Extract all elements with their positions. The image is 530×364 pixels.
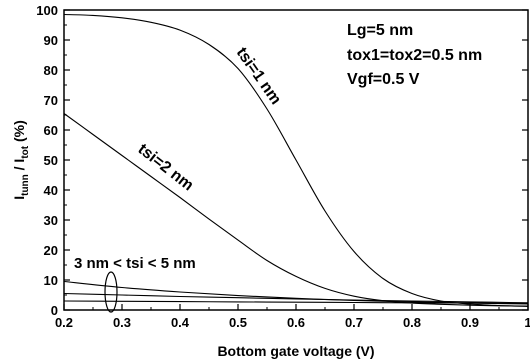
series-line-5 bbox=[63, 300, 529, 304]
ticks bbox=[63, 9, 529, 311]
x-tick-label: 0.4 bbox=[171, 315, 190, 330]
x-tick-label: 0.9 bbox=[461, 315, 479, 330]
x-axis-title: Bottom gate voltage (V) bbox=[217, 343, 374, 359]
x-tick-label: 0.2 bbox=[55, 315, 73, 330]
x-tick-label: 0.5 bbox=[229, 315, 247, 330]
tick-labels: 0.2 0.3 0.4 0.5 0.6 0.7 0.8 0.9 1010203040506070… bbox=[36, 3, 530, 330]
series-line-4 bbox=[63, 292, 529, 304]
range-label: 3 nm < tsi < 5 nm bbox=[74, 255, 196, 272]
y-tick-label: 50 bbox=[44, 153, 58, 168]
y-tick-label: 20 bbox=[44, 243, 58, 258]
y-axis-title: Itunn / Itot (%) bbox=[11, 120, 31, 200]
annotation-vgf: Vgf=0.5 V bbox=[347, 71, 420, 88]
y-tick-label: 70 bbox=[44, 93, 58, 108]
x-tick-label: 1 bbox=[524, 315, 530, 330]
series-line-2 bbox=[63, 113, 529, 307]
x-tick-label: 0.3 bbox=[113, 315, 131, 330]
annotation-lg: Lg=5 nm bbox=[347, 22, 413, 39]
series-line-3 bbox=[63, 280, 529, 305]
y-tick-label: 60 bbox=[44, 123, 58, 138]
curve-label-tsi1: tsi=1 nm bbox=[233, 45, 284, 108]
y-tick-label: 0 bbox=[51, 303, 58, 318]
y-tick-label: 90 bbox=[44, 33, 58, 48]
x-tick-label: 0.6 bbox=[287, 315, 305, 330]
curves bbox=[63, 13, 529, 307]
y-tick-label: 100 bbox=[36, 3, 58, 18]
y-tick-label: 40 bbox=[44, 183, 58, 198]
y-tick-label: 10 bbox=[44, 273, 58, 288]
y-tick-label: 80 bbox=[44, 63, 58, 78]
y-tick-label: 30 bbox=[44, 213, 58, 228]
x-tick-label: 0.8 bbox=[403, 315, 421, 330]
range-ellipse bbox=[104, 271, 118, 313]
x-tick-label: 0.7 bbox=[345, 315, 363, 330]
annotation-tox: tox1=tox2=0.5 nm bbox=[347, 47, 482, 64]
